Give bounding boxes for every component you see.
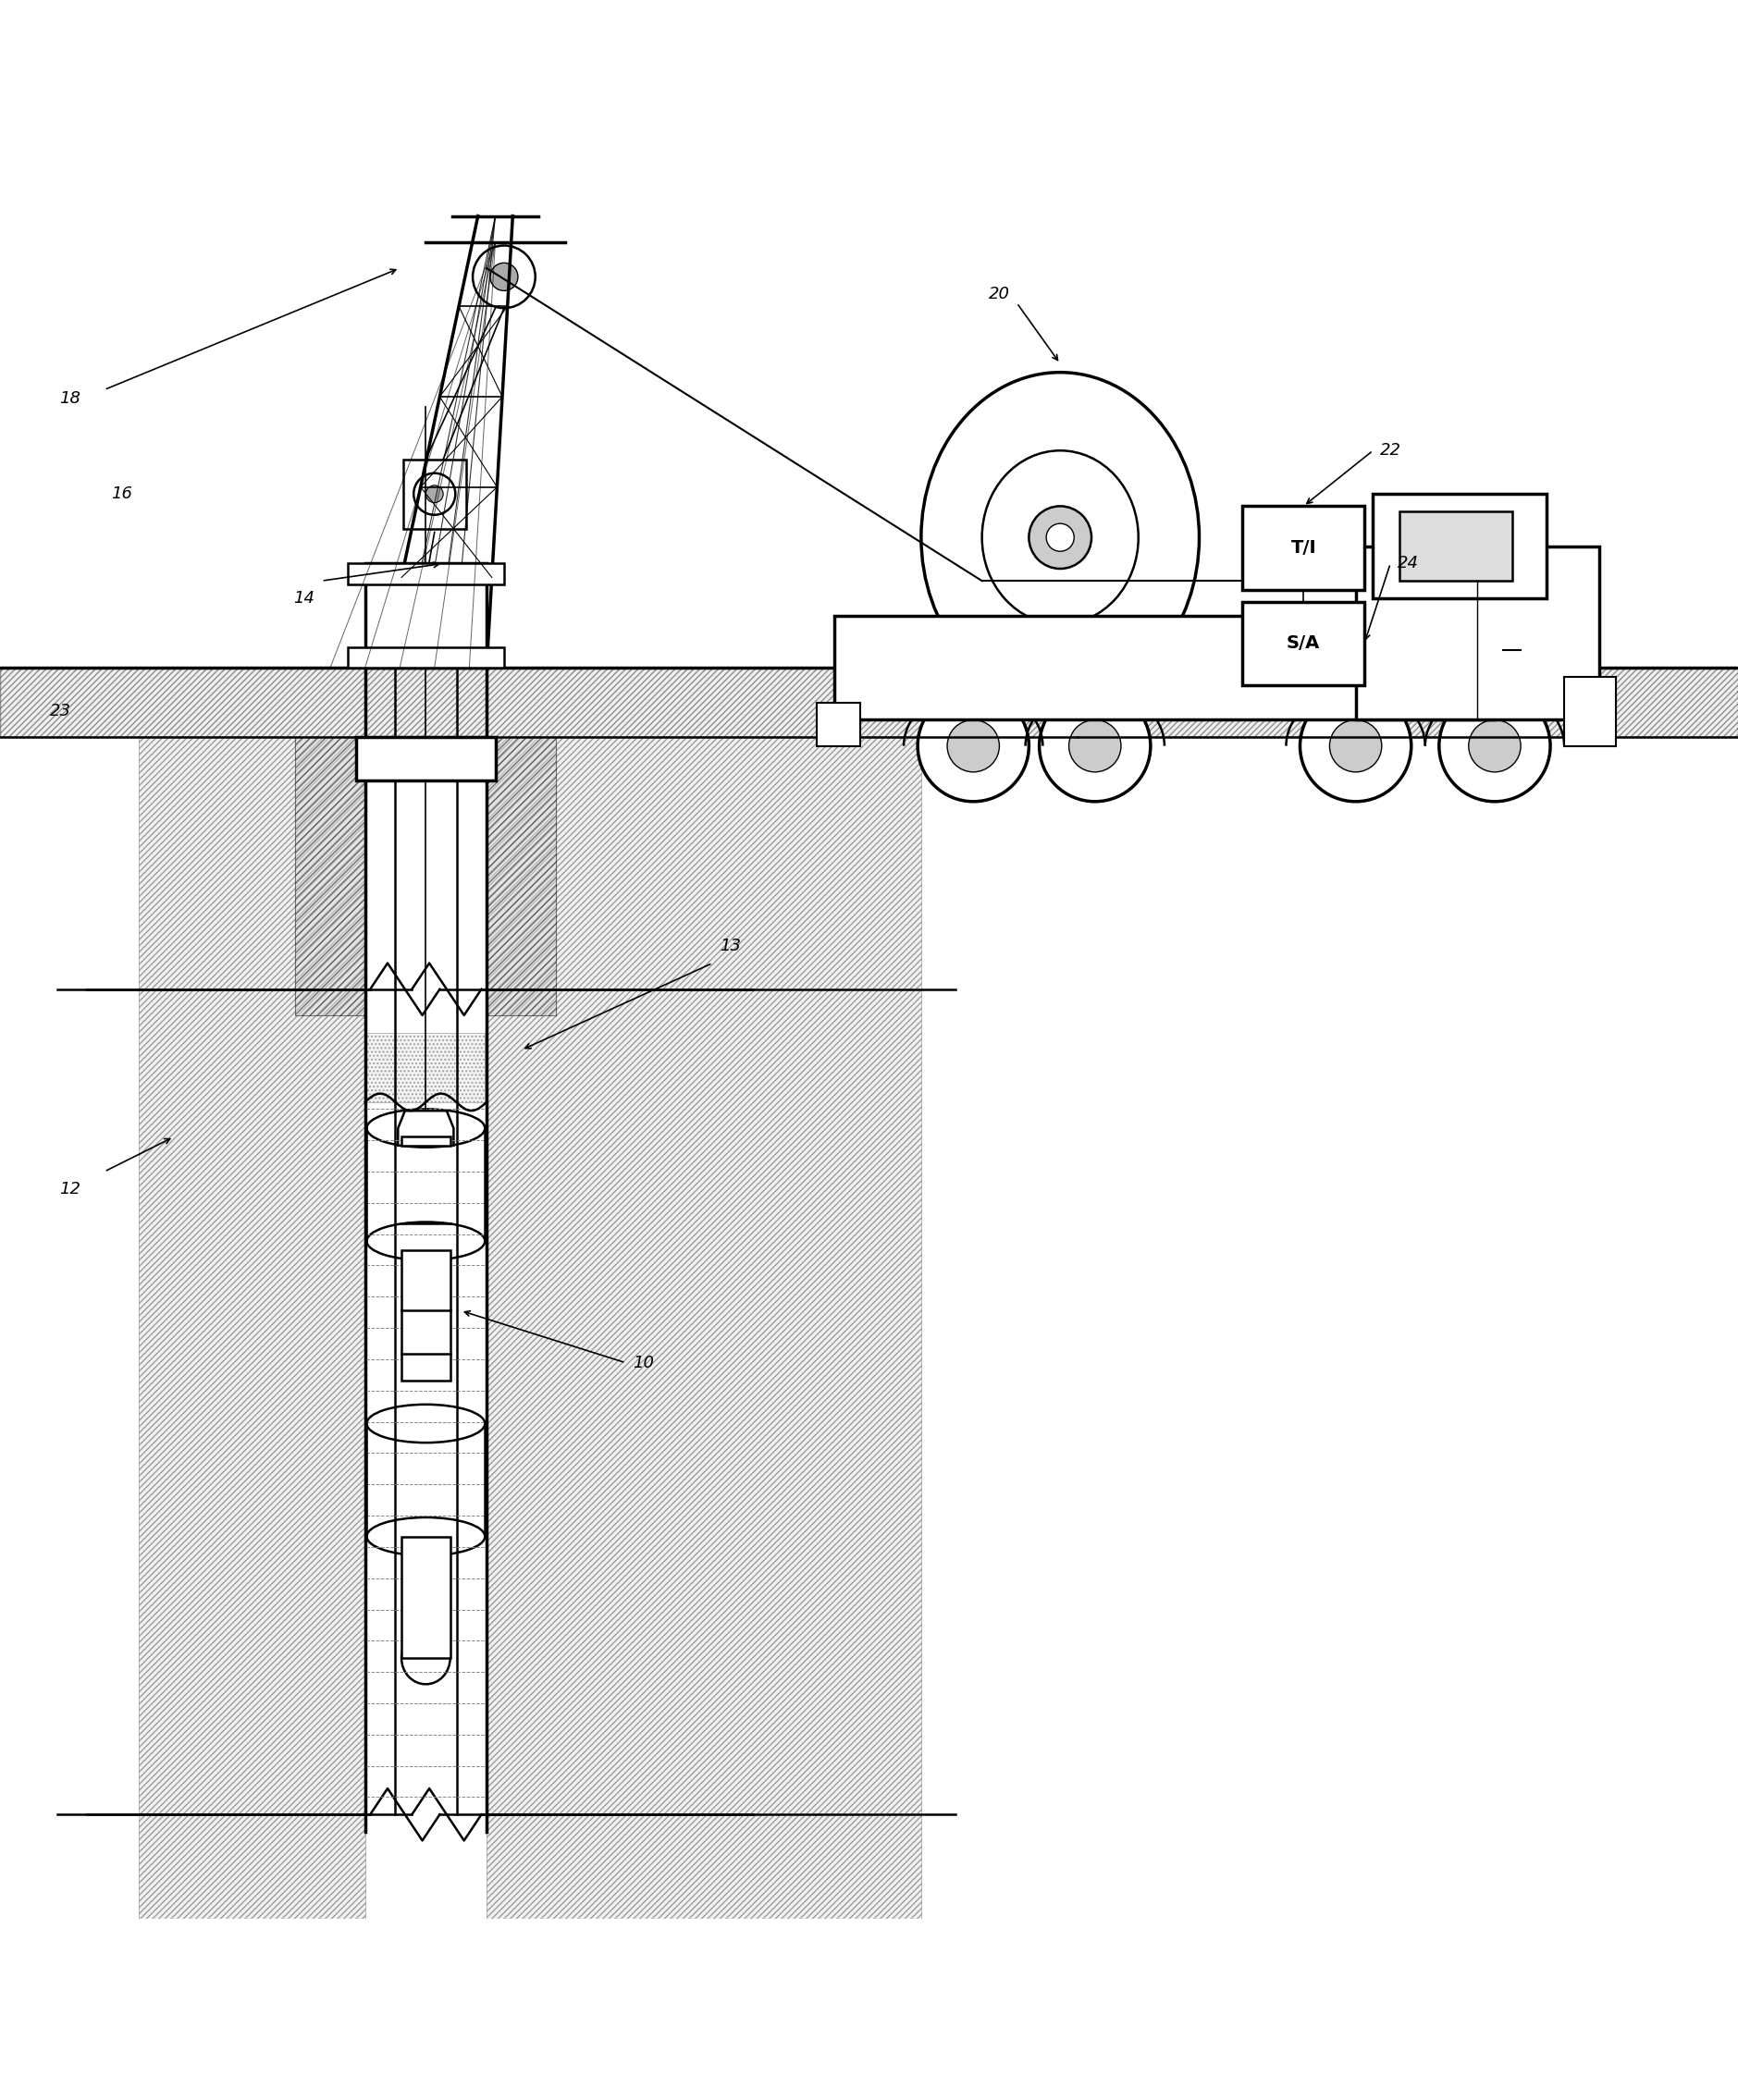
Bar <box>1078 668 1738 737</box>
Bar <box>1243 603 1364 685</box>
Bar <box>356 737 495 781</box>
Circle shape <box>1039 691 1151 802</box>
Circle shape <box>1300 691 1411 802</box>
Bar <box>834 615 1495 720</box>
Text: 12: 12 <box>59 1180 80 1197</box>
Bar <box>1564 676 1616 746</box>
Text: 16: 16 <box>111 485 132 502</box>
Text: 13: 13 <box>720 937 740 953</box>
Text: 10: 10 <box>633 1354 653 1371</box>
Circle shape <box>490 262 518 290</box>
Circle shape <box>1029 506 1091 569</box>
Circle shape <box>1439 691 1550 802</box>
Text: 18: 18 <box>59 391 80 407</box>
Circle shape <box>918 691 1029 802</box>
Circle shape <box>1069 720 1121 773</box>
Bar <box>348 647 504 668</box>
Circle shape <box>947 720 999 773</box>
Bar <box>401 1136 450 1147</box>
Bar <box>817 704 860 746</box>
Text: 14: 14 <box>294 590 315 607</box>
Polygon shape <box>398 1111 454 1147</box>
Text: 20: 20 <box>989 286 1010 302</box>
Text: 22: 22 <box>1380 443 1401 460</box>
Circle shape <box>1469 720 1521 773</box>
Bar <box>487 737 556 1014</box>
Text: 23: 23 <box>50 704 71 720</box>
Bar <box>367 1033 485 1102</box>
Bar <box>1356 546 1599 720</box>
Bar <box>295 737 365 1014</box>
Bar <box>365 563 487 668</box>
Bar <box>401 1537 450 1659</box>
Text: T/I: T/I <box>1291 540 1316 557</box>
Circle shape <box>1046 523 1074 552</box>
Text: S/A: S/A <box>1286 634 1321 653</box>
Ellipse shape <box>401 1632 450 1684</box>
Bar <box>1399 512 1512 582</box>
Bar <box>1243 506 1364 590</box>
Bar <box>139 737 365 1919</box>
Bar <box>487 737 921 1919</box>
Bar <box>403 460 466 529</box>
Bar <box>1373 493 1547 598</box>
Bar <box>401 1250 450 1380</box>
Circle shape <box>414 473 455 514</box>
Circle shape <box>426 485 443 502</box>
Text: 24: 24 <box>1397 554 1418 571</box>
Bar <box>348 563 504 584</box>
Circle shape <box>473 246 535 309</box>
Circle shape <box>1330 720 1382 773</box>
Bar <box>0 668 1078 737</box>
